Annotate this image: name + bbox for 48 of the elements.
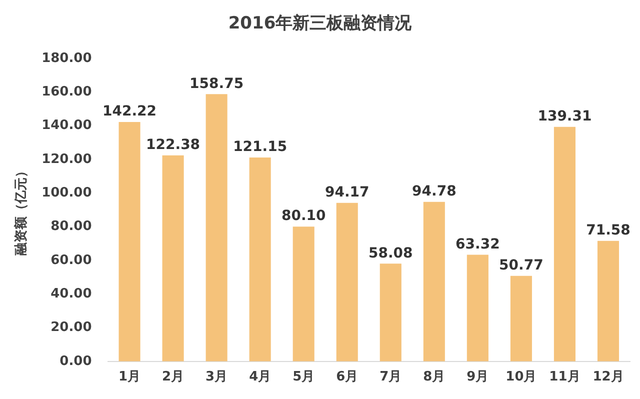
x-tick-label: 10月	[506, 370, 537, 385]
chart-title: 2016年新三板融资情况	[228, 14, 413, 34]
bar	[380, 264, 402, 362]
y-tick-label: 100.00	[42, 185, 92, 200]
data-label: 94.78	[412, 183, 456, 200]
y-tick-label: 160.00	[42, 84, 92, 100]
bar	[206, 94, 228, 362]
x-tick-label: 12月	[592, 370, 624, 385]
data-label: 58.08	[368, 245, 413, 262]
bar	[336, 202, 358, 362]
x-tick-label: 5月	[292, 370, 315, 385]
x-tick-label: 4月	[249, 370, 272, 385]
bar	[597, 240, 620, 362]
x-tick-label: 11月	[549, 370, 580, 385]
bar	[162, 155, 184, 362]
data-label: 122.38	[146, 137, 200, 154]
data-label: 71.58	[586, 222, 630, 239]
y-tick-label: 80.00	[50, 219, 92, 234]
y-tick-label: 180.00	[42, 50, 92, 66]
y-tick-label: 60.00	[50, 252, 92, 268]
bar	[118, 122, 140, 362]
data-label: 63.32	[456, 236, 500, 252]
data-label: 94.17	[324, 184, 370, 201]
y-tick-label: 40.00	[50, 286, 92, 302]
data-label: 139.31	[538, 108, 592, 125]
x-tick-label: 3月	[206, 370, 228, 385]
bar	[510, 276, 532, 362]
y-tick-label: 0.00	[60, 354, 92, 369]
data-label: 158.75	[190, 76, 244, 92]
bar	[249, 157, 271, 362]
x-tick-label: 6月	[336, 370, 358, 385]
data-label: 80.10	[281, 208, 326, 224]
x-tick-label: 9月	[466, 370, 489, 385]
bar	[554, 126, 576, 362]
y-tick-label: 120.00	[42, 152, 92, 167]
bar	[423, 202, 445, 362]
bar	[466, 254, 488, 362]
data-label: 142.22	[102, 104, 157, 120]
x-tick-label: 7月	[380, 370, 402, 385]
bar	[292, 226, 314, 362]
data-label: 50.77	[499, 258, 544, 274]
x-tick-label: 2月	[162, 370, 184, 385]
y-tick-label: 140.00	[42, 118, 92, 134]
y-axis-title: 融资额（亿元）	[13, 164, 30, 256]
x-tick-label: 1月	[118, 370, 141, 385]
data-label: 121.15	[233, 139, 288, 156]
y-tick-label: 20.00	[50, 320, 92, 336]
x-tick-label: 8月	[423, 370, 446, 385]
